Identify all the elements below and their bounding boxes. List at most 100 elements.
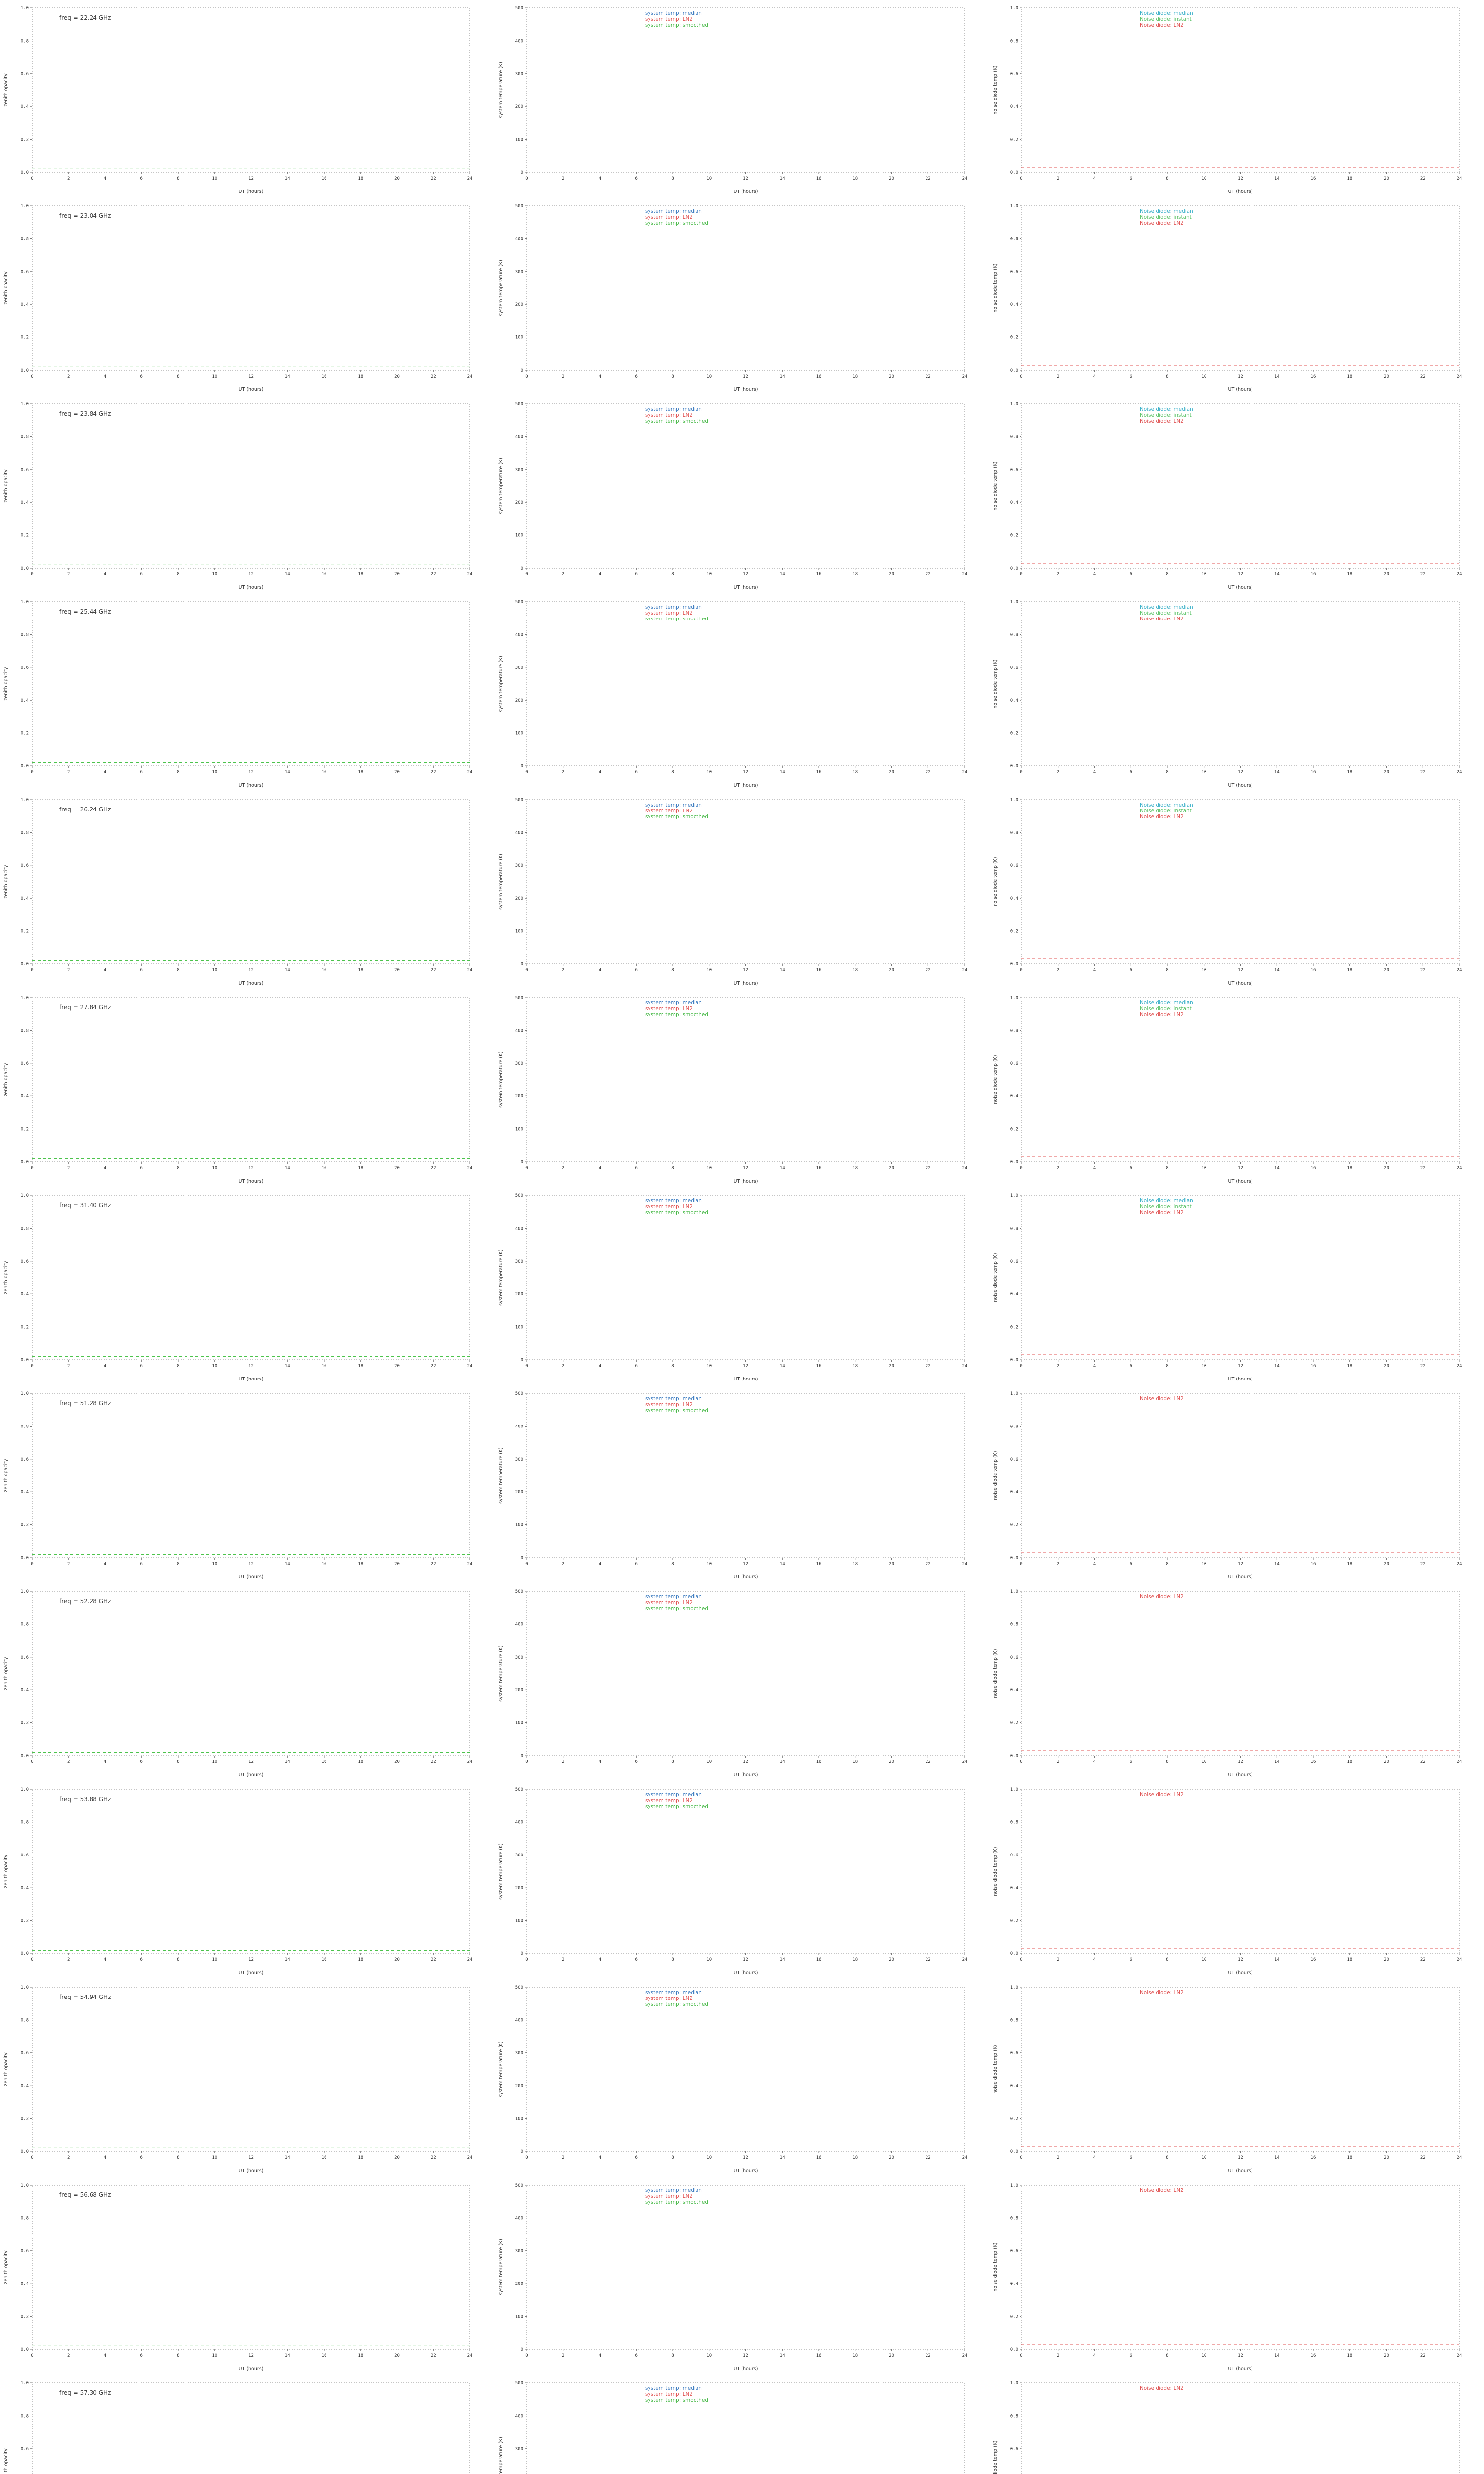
x-tick-label: 24 bbox=[467, 968, 473, 973]
legend-item: system temp: smoothed bbox=[645, 22, 708, 28]
x-tick-label: 0 bbox=[1020, 770, 1022, 775]
y-tick-label: 100 bbox=[515, 731, 523, 736]
y-tick-label: 0 bbox=[521, 962, 523, 967]
x-tick-label: 8 bbox=[177, 1562, 179, 1567]
x-tick-label: 24 bbox=[1457, 374, 1462, 379]
x-tick-label: 4 bbox=[1093, 770, 1096, 775]
y-tick-label: 400 bbox=[515, 1622, 523, 1627]
x-tick-label: 16 bbox=[1311, 968, 1316, 973]
legend-item: Noise diode: LN2 bbox=[1140, 1792, 1184, 1798]
x-tick-label: 4 bbox=[599, 1364, 601, 1369]
x-tick-label: 4 bbox=[1093, 1957, 1096, 1962]
legend-item: system temp: LN2 bbox=[645, 610, 693, 616]
y-tick-label: 0.8 bbox=[1010, 1622, 1018, 1627]
x-tick-label: 2 bbox=[562, 374, 564, 379]
x-axis-label: UT (hours) bbox=[239, 1179, 264, 1184]
y-tick-label: 0.6 bbox=[21, 1259, 29, 1264]
x-tick-label: 2 bbox=[1057, 1562, 1059, 1567]
y-tick-label: 500 bbox=[515, 402, 523, 407]
y-tick-label: 0.6 bbox=[1010, 1853, 1018, 1858]
x-tick-label: 2 bbox=[562, 1760, 564, 1764]
y-tick-label: 0.0 bbox=[21, 1556, 29, 1561]
x-tick-label: 14 bbox=[1274, 1760, 1280, 1764]
x-tick-label: 6 bbox=[1130, 2155, 1132, 2160]
x-tick-label: 12 bbox=[248, 968, 254, 973]
x-tick-label: 4 bbox=[1093, 1364, 1096, 1369]
legend-item: system temp: smoothed bbox=[645, 1408, 708, 1414]
x-tick-label: 2 bbox=[562, 176, 564, 181]
x-tick-label: 2 bbox=[1057, 1166, 1059, 1171]
x-tick-label: 10 bbox=[212, 1957, 217, 1962]
y-tick-label: 300 bbox=[515, 270, 523, 275]
x-tick-label: 16 bbox=[816, 968, 822, 973]
y-tick-label: 100 bbox=[515, 2315, 523, 2320]
y-axis-label: noise diode temp (K) bbox=[993, 2440, 998, 2474]
x-tick-label: 6 bbox=[635, 374, 638, 379]
y-tick-label: 0.8 bbox=[21, 1424, 29, 1429]
plot-frame bbox=[526, 799, 965, 964]
x-tick-label: 16 bbox=[816, 1166, 822, 1171]
y-tick-label: 0.6 bbox=[1010, 1061, 1018, 1066]
x-tick-label: 4 bbox=[1093, 1562, 1096, 1567]
plot-frame bbox=[1021, 799, 1460, 964]
y-tick-label: 500 bbox=[515, 2381, 523, 2386]
y-tick-label: 0.4 bbox=[21, 302, 29, 307]
y-axis-label: noise diode temp (K) bbox=[993, 1451, 998, 1500]
x-tick-label: 14 bbox=[285, 2353, 290, 2358]
legend-item: system temp: smoothed bbox=[645, 616, 708, 622]
y-tick-label: 0.6 bbox=[21, 1853, 29, 1858]
x-tick-label: 24 bbox=[1457, 2353, 1462, 2358]
y-tick-label: 0.8 bbox=[21, 1820, 29, 1825]
y-tick-label: 200 bbox=[515, 2282, 523, 2286]
y-tick-label: 0.0 bbox=[1010, 170, 1018, 175]
x-tick-label: 22 bbox=[926, 2353, 931, 2358]
chart-title: freq = 23.84 GHz bbox=[59, 410, 111, 417]
x-tick-label: 24 bbox=[962, 2155, 968, 2160]
x-tick-label: 6 bbox=[140, 2155, 143, 2160]
x-tick-label: 22 bbox=[431, 968, 436, 973]
y-tick-label: 500 bbox=[515, 798, 523, 803]
x-tick-label: 24 bbox=[1457, 1760, 1462, 1764]
x-tick-label: 4 bbox=[104, 968, 106, 973]
y-tick-label: 0.8 bbox=[1010, 1424, 1018, 1429]
legend-item: system temp: smoothed bbox=[645, 814, 708, 820]
y-tick-label: 0.2 bbox=[1010, 533, 1018, 538]
y-tick-label: 500 bbox=[515, 600, 523, 605]
plot-frame bbox=[32, 2185, 470, 2350]
x-tick-label: 8 bbox=[177, 968, 179, 973]
y-tick-label: 300 bbox=[515, 72, 523, 77]
x-tick-label: 6 bbox=[635, 1364, 638, 1369]
x-tick-label: 12 bbox=[248, 2155, 254, 2160]
y-tick-label: 0 bbox=[521, 1951, 523, 1956]
legend-item: system temp: LN2 bbox=[645, 1402, 693, 1408]
x-tick-label: 18 bbox=[852, 1760, 858, 1764]
x-tick-label: 18 bbox=[1347, 374, 1352, 379]
y-tick-label: 0.6 bbox=[1010, 1457, 1018, 1462]
x-tick-label: 6 bbox=[635, 1562, 638, 1567]
y-tick-label: 0.0 bbox=[21, 1754, 29, 1759]
x-tick-label: 24 bbox=[962, 1364, 968, 1369]
system-temp-chart: 0246810121416182022240100200300400500sys… bbox=[498, 2381, 965, 2474]
y-tick-label: 1.0 bbox=[21, 2381, 29, 2386]
plot-frame bbox=[526, 205, 965, 371]
x-tick-label: 18 bbox=[852, 2353, 858, 2358]
x-axis-label: UT (hours) bbox=[734, 387, 758, 392]
x-tick-label: 12 bbox=[1238, 1760, 1243, 1764]
y-tick-label: 0.8 bbox=[21, 237, 29, 241]
x-tick-label: 12 bbox=[1238, 2155, 1243, 2160]
x-tick-label: 10 bbox=[212, 2155, 217, 2160]
y-axis-label: system temperature (K) bbox=[498, 2239, 504, 2295]
legend-item: Noise diode: LN2 bbox=[1140, 22, 1184, 28]
x-tick-label: 12 bbox=[743, 1364, 748, 1369]
chart-title: freq = 31.40 GHz bbox=[59, 1202, 111, 1209]
x-tick-label: 24 bbox=[467, 176, 473, 181]
